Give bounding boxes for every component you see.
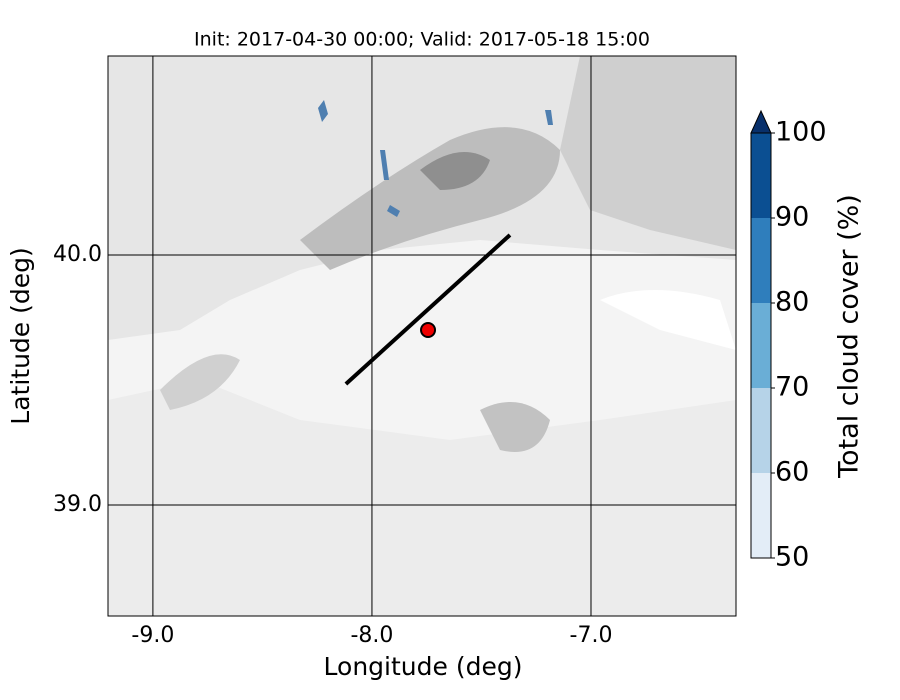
colorbar-extend (750, 109, 772, 134)
colorbar-segment (751, 133, 771, 218)
x-axis-label: Longitude (deg) (324, 652, 523, 681)
colorbar-segment (751, 388, 771, 473)
colorbar-tick-label: 50 (775, 542, 809, 573)
colorbar-frame (750, 132, 772, 559)
colorbar-tick-label: 60 (775, 457, 809, 488)
title: Init: 2017-04-30 00:00; Valid: 2017-05-1… (194, 29, 650, 51)
x-tick-label: -7.0 (570, 623, 613, 648)
cross-section-line (344, 233, 512, 386)
colorbar-tick-label: 100 (775, 117, 827, 148)
x-tick-label: -9.0 (131, 623, 174, 648)
y-tick-label: 40.0 (53, 242, 102, 267)
colorbar-tick-label: 80 (775, 287, 809, 318)
colorbar-tick-label: 90 (775, 202, 809, 233)
point-marker (420, 322, 437, 338)
map-frame (107, 55, 737, 617)
colorbar-segment (751, 303, 771, 388)
y-axis-label: Latitude (deg) (6, 247, 35, 424)
colorbar-segment (751, 473, 771, 558)
colorbar-tick-label: 70 (775, 372, 809, 403)
colorbar-segment (751, 218, 771, 303)
colorbar-label: Total cloud cover (%) (834, 194, 865, 479)
x-tick-label: -8.0 (350, 623, 393, 648)
y-tick-label: 39.0 (53, 492, 102, 517)
terrain (108, 56, 736, 616)
